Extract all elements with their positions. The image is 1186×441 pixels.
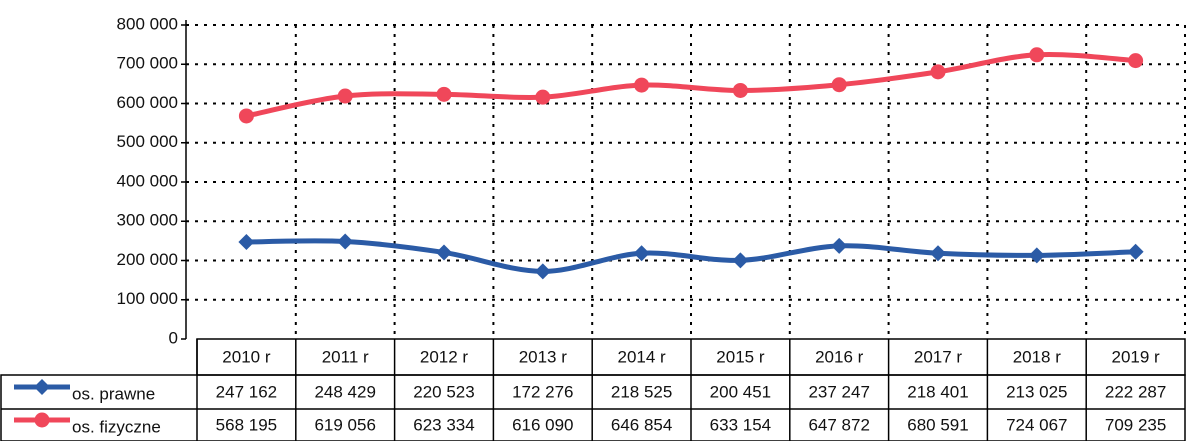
y-tick-label: 600 000	[117, 93, 178, 112]
data-table-value: 646 854	[611, 415, 672, 434]
marker	[831, 237, 848, 254]
y-tick-label: 700 000	[117, 54, 178, 73]
marker	[732, 82, 748, 98]
legend-label: os. fizyczne	[72, 417, 161, 436]
marker	[634, 77, 650, 93]
marker	[534, 263, 551, 280]
data-table-value: 647 872	[808, 415, 869, 434]
data-table-value: 200 451	[710, 382, 771, 401]
legend-marker	[34, 379, 50, 395]
data-table-value: 619 056	[314, 415, 375, 434]
marker	[1029, 47, 1045, 63]
data-table-value: 237 247	[808, 382, 869, 401]
data-table-value: 568 195	[216, 415, 277, 434]
marker	[633, 245, 650, 262]
x-tick-label: 2016 r	[815, 347, 864, 366]
y-tick-label: 100 000	[117, 289, 178, 308]
marker	[930, 245, 946, 262]
marker	[732, 252, 749, 269]
data-table-value: 709 235	[1105, 415, 1166, 434]
y-tick-label: 400 000	[117, 171, 178, 190]
x-tick-label: 2013 r	[519, 347, 568, 366]
legend-marker	[34, 412, 50, 428]
y-tick-label: 300 000	[117, 211, 178, 230]
marker	[337, 233, 354, 250]
x-tick-label: 2012 r	[420, 347, 469, 366]
legend-label: os. prawne	[72, 384, 155, 403]
marker	[238, 108, 254, 124]
marker	[436, 86, 452, 102]
marker	[238, 233, 255, 250]
data-table-value: 218 525	[611, 382, 672, 401]
marker	[436, 244, 452, 261]
marker	[930, 64, 946, 80]
y-tick-label: 500 000	[117, 132, 178, 151]
data-table-value: 222 287	[1105, 382, 1166, 401]
data-table-value: 633 154	[710, 415, 771, 434]
x-tick-label: 2014 r	[617, 347, 666, 366]
data-table-value: 623 334	[413, 415, 474, 434]
data-table-value: 172 276	[512, 382, 573, 401]
x-tick-label: 2010 r	[222, 347, 271, 366]
data-table-value: 724 067	[1006, 415, 1067, 434]
x-tick-label: 2015 r	[716, 347, 765, 366]
series-line	[246, 238, 1136, 274]
x-tick-label: 2019 r	[1111, 347, 1160, 366]
marker	[831, 77, 847, 93]
marker	[535, 89, 551, 105]
y-tick-label: 0	[169, 328, 178, 347]
data-table-value: 220 523	[413, 382, 474, 401]
y-tick-label: 200 000	[117, 250, 178, 269]
table-body	[0, 374, 1186, 441]
data-table-value: 218 401	[907, 382, 968, 401]
data-table-value: 247 162	[216, 382, 277, 401]
data-table-value: 616 090	[512, 415, 573, 434]
x-tick-label: 2018 r	[1013, 347, 1062, 366]
marker	[337, 88, 353, 104]
x-tick-label: 2011 r	[322, 347, 369, 366]
marker	[1127, 243, 1144, 260]
data-table-value: 213 025	[1006, 382, 1067, 401]
data-table-value: 248 429	[314, 382, 375, 401]
x-tick-label: 2017 r	[914, 347, 963, 366]
series-line	[245, 51, 1136, 119]
marker	[1128, 53, 1144, 69]
y-tick-label: 800 000	[117, 14, 178, 33]
marker	[1028, 247, 1045, 264]
data-table-value: 680 591	[907, 415, 968, 434]
